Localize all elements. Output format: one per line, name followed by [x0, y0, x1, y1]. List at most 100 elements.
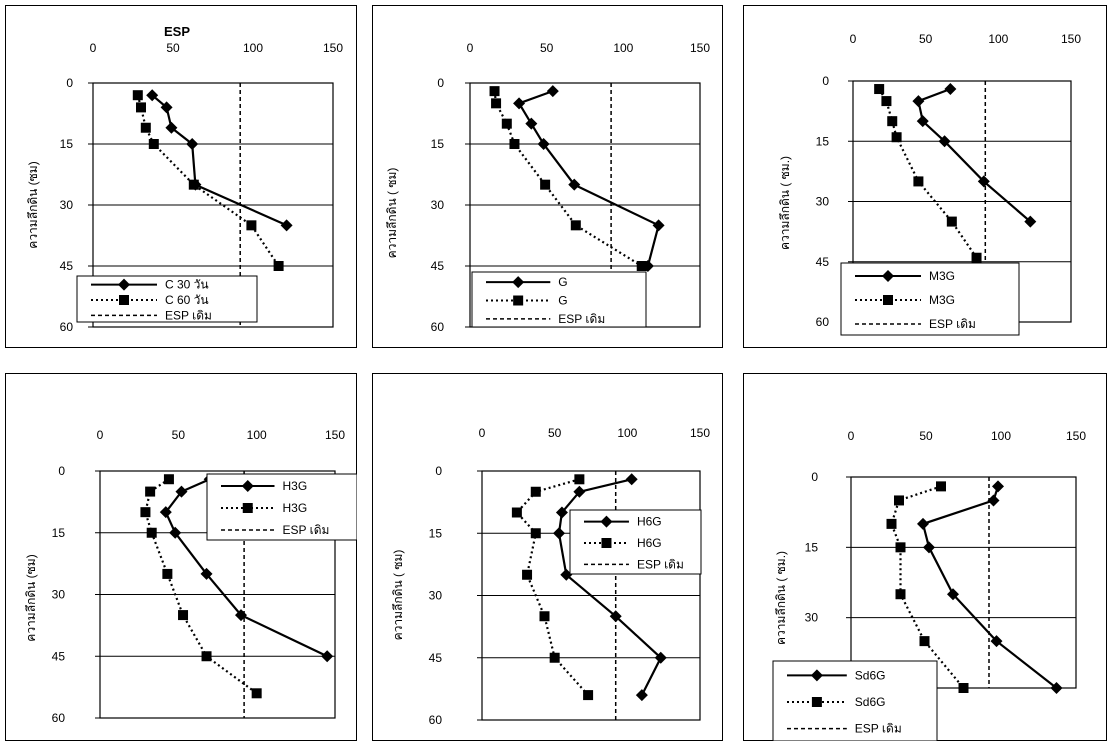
data-point — [525, 117, 538, 130]
legend-marker — [242, 503, 253, 513]
legend-label: G — [558, 275, 567, 289]
y-tick-label: 15 — [816, 134, 830, 148]
y-tick-label: 15 — [431, 137, 445, 151]
legend: Sd6G Sd6G ESP เดิม — [772, 660, 938, 742]
data-point — [509, 139, 520, 149]
data-point — [881, 96, 892, 107]
y-tick-label: 15 — [60, 137, 74, 151]
x-tick-label: 0 — [850, 32, 857, 46]
data-point — [162, 568, 173, 579]
data-point — [489, 86, 500, 97]
legend-marker — [512, 276, 525, 289]
x-tick-label: 150 — [1066, 429, 1086, 443]
legend-marker — [600, 515, 613, 528]
legend-marker — [811, 697, 822, 707]
legend-label: H3G — [283, 479, 308, 493]
chart-title: ESP — [164, 24, 190, 39]
y-tick-label: 45 — [429, 651, 443, 665]
data-point — [895, 542, 906, 553]
y-tick-label: 30 — [429, 589, 443, 603]
data-point — [652, 219, 665, 232]
data-point — [1024, 215, 1037, 228]
series-1 — [553, 473, 667, 702]
data-point — [568, 178, 581, 191]
data-point — [165, 121, 178, 134]
data-point — [887, 116, 898, 127]
data-point — [539, 611, 550, 622]
x-tick-label: 100 — [991, 429, 1011, 443]
series-1 — [912, 83, 1037, 228]
legend: GG ESP เดิม — [471, 271, 647, 328]
x-tick-label: 150 — [325, 428, 345, 442]
chart-svg-4: 0 15 30 45 60 0 50 100 150 ความลึกดิน (ซม) H3G H3G E… — [5, 373, 358, 741]
series-line — [917, 87, 1032, 223]
y-axis-label: ความลึกดิน ( ซม) — [391, 550, 405, 641]
data-point — [546, 85, 559, 98]
data-point — [636, 261, 647, 271]
data-point — [583, 690, 594, 701]
chart-panel-3: 0 15 30 45 60 0 50 100 150 ความลึกดิน ( ซม.) M3G M3… — [743, 5, 1107, 353]
series-line — [557, 478, 663, 696]
data-point — [553, 527, 566, 540]
chart-panel-5: 0 15 30 45 60 0 50 100 150 ความลึกดิน ( ซม) H6G H6G… — [372, 373, 723, 746]
data-point — [491, 98, 502, 109]
data-point — [140, 122, 151, 133]
data-point — [146, 527, 157, 538]
data-point — [148, 139, 159, 149]
legend-marker — [119, 295, 129, 305]
legend: M3G M3G ESP เดิม — [840, 262, 1020, 336]
x-tick-label: 50 — [919, 32, 933, 46]
legend-label: C 60 วัน — [165, 293, 209, 307]
data-point — [251, 688, 262, 699]
data-point — [912, 95, 925, 108]
data-point — [186, 138, 199, 150]
y-tick-label: 30 — [52, 588, 66, 602]
y-axis-label: ความลึกดิน ( ซม) — [385, 168, 399, 259]
data-point — [522, 569, 533, 580]
y-tick-label: 0 — [66, 76, 73, 90]
y-axis-label: ความลึกดิน (ซม) — [24, 554, 38, 641]
data-point — [573, 485, 586, 498]
data-point — [140, 507, 151, 518]
chart-svg-6: 0153045050100150ความลึกดิน ( ซม.)Sd6GSd6… — [743, 373, 1107, 742]
data-point — [944, 83, 957, 96]
y-tick-label: 30 — [805, 611, 819, 625]
x-tick-label: 100 — [247, 428, 267, 442]
data-point — [895, 589, 906, 600]
y-tick-label: 30 — [60, 198, 74, 212]
legend-label: ESP เดิม — [637, 557, 684, 571]
series-2 — [886, 481, 969, 693]
legend-marker — [882, 270, 894, 282]
data-point — [537, 138, 550, 150]
data-point — [913, 176, 924, 187]
y-tick-label: 45 — [60, 259, 74, 273]
y-axis-label: ความลึกดิน (ซม) — [26, 161, 40, 248]
legend-marker — [601, 538, 612, 548]
data-point — [160, 101, 173, 114]
x-tick-label: 50 — [172, 428, 186, 442]
legend-label: ESP เดิม — [929, 317, 976, 331]
data-point — [917, 517, 929, 530]
series-2 — [489, 86, 647, 271]
x-tick-label: 0 — [848, 429, 855, 443]
data-point — [555, 506, 568, 519]
data-point — [169, 526, 182, 539]
legend-label: H6G — [637, 536, 662, 550]
data-point — [947, 588, 959, 601]
data-point — [540, 179, 551, 190]
series-2 — [874, 84, 982, 263]
x-tick-label: 100 — [613, 41, 633, 55]
chart-panel-4: 0 15 30 45 60 0 50 100 150 ความลึกดิน (ซม) H3G H3G E… — [5, 373, 358, 746]
data-point — [990, 635, 1003, 648]
x-tick-label: 100 — [243, 41, 263, 55]
y-tick-label: 60 — [431, 320, 445, 334]
y-tick-label: 0 — [811, 470, 818, 484]
y-tick-label: 60 — [429, 713, 443, 727]
data-point — [958, 683, 969, 693]
legend-label: C 30 วัน — [165, 278, 209, 292]
y-tick-label: 15 — [52, 526, 66, 540]
legend-marker — [241, 480, 254, 492]
series-1 — [917, 480, 1063, 694]
x-tick-label: 150 — [1061, 32, 1081, 46]
